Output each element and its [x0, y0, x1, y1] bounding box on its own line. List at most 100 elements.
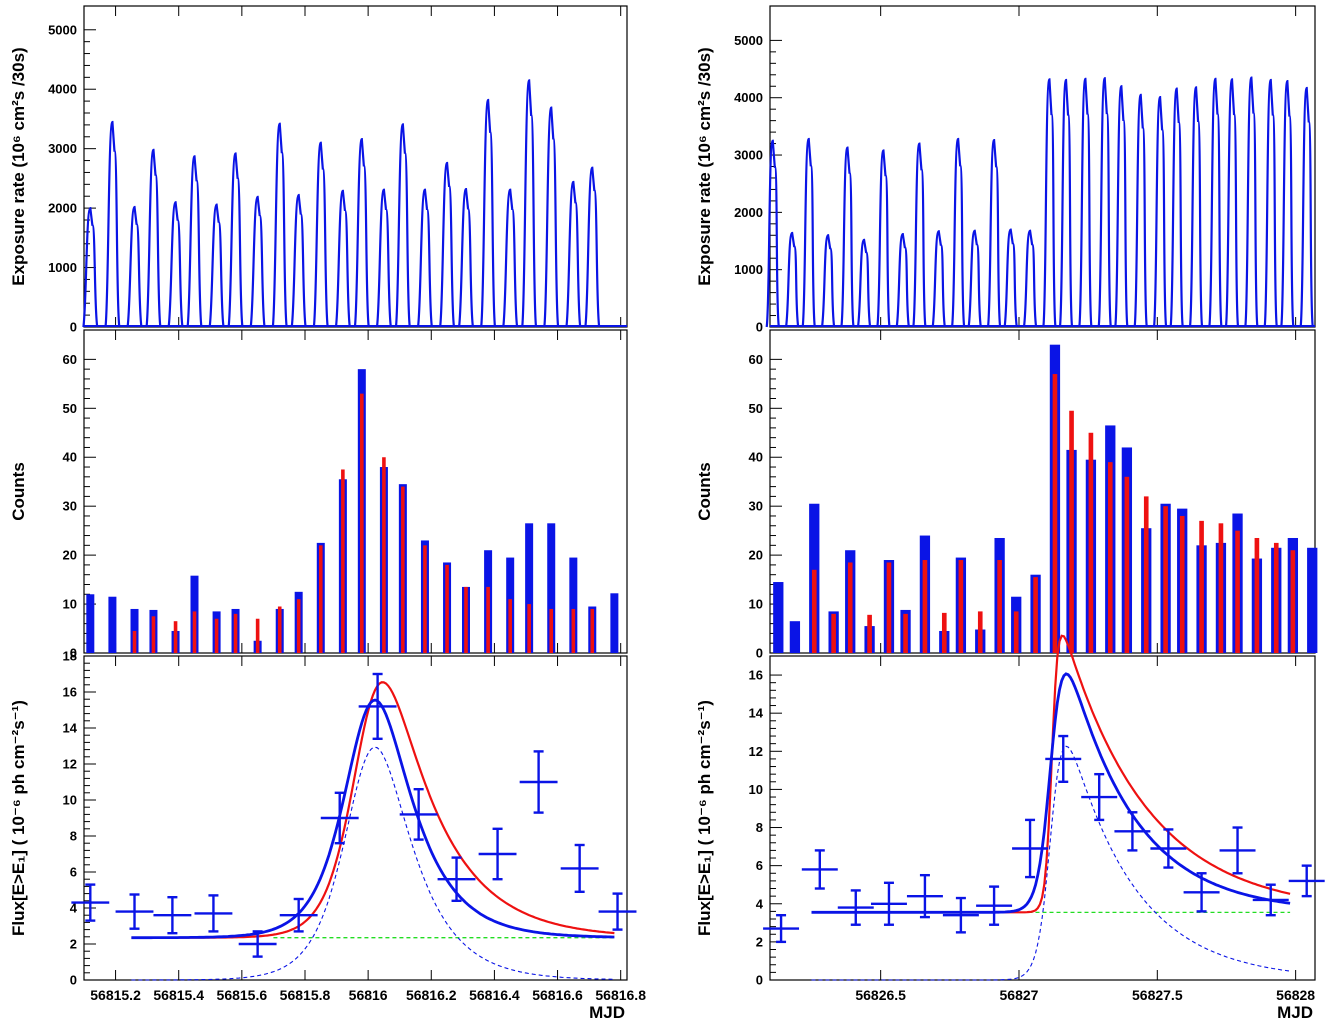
flux-subplot-right: 0 2 4 6 8 10 12 14 16 Flux[E>E₁] ( 10⁻⁶ ph cm⁻²s⁻… — [695, 634, 1325, 988]
exposure-peak — [876, 149, 891, 328]
count-bar-red — [423, 545, 427, 653]
y-tick-label: 0 — [756, 646, 763, 661]
count-bar-red — [233, 613, 238, 653]
x-tick-label: 56828 — [1276, 987, 1315, 1003]
y-tick-label: 18 — [63, 649, 77, 664]
y-tick-label: 0 — [70, 320, 77, 335]
x-tick-label: 56816 — [349, 987, 388, 1003]
x-tick-label: 56826.5 — [855, 987, 906, 1003]
count-bar-red — [508, 599, 512, 653]
x-tick-label: 56816.6 — [532, 987, 583, 1003]
exposure-peak — [502, 188, 519, 328]
y-tick-label: 50 — [749, 401, 763, 416]
y-tick-label: 14 — [63, 721, 78, 736]
exposure-peak — [1188, 86, 1204, 328]
count-bar-red — [1218, 523, 1224, 653]
exposure-peak — [227, 152, 244, 328]
count-bar-red — [382, 457, 386, 653]
exposure-subplot-right: 0 1000 2000 3000 4000 5000 Exposure rate (10⁶ … — [695, 5, 1316, 335]
counts-subplot-right: 0 10 20 30 40 50 60 Counts — [695, 329, 1318, 661]
exposure-peak — [1299, 86, 1314, 328]
y-tick-label: 10 — [749, 782, 763, 797]
count-bar-blue — [1307, 547, 1318, 653]
exposure-peak — [271, 122, 288, 328]
y-tick-label: 2 — [70, 937, 77, 952]
count-bar-red — [958, 560, 964, 653]
y-tick-label: 40 — [749, 450, 763, 465]
count-bar-red — [214, 618, 219, 653]
x-tick-label: 56827.5 — [1132, 987, 1183, 1003]
count-bar-red — [590, 608, 595, 653]
y-axis-label: Flux[E>E₁] ( 10⁻⁶ ph cm⁻²s⁻¹) — [695, 700, 714, 936]
exposure-peak — [950, 137, 966, 328]
y-tick-label: 2 — [756, 934, 763, 949]
exposure-peak — [1208, 77, 1223, 328]
flux-fit-blue — [131, 698, 615, 940]
y-tick-label: 12 — [749, 744, 763, 759]
count-bar-red — [1235, 530, 1240, 653]
exposure-peak — [1042, 78, 1057, 328]
counts-subplot-left: 0 10 20 30 40 50 60 Counts — [9, 329, 628, 661]
exposure-peak — [186, 155, 203, 328]
x-tick-label: 56815.6 — [217, 987, 268, 1003]
y-tick-label: 2000 — [48, 201, 77, 216]
exposure-peak — [416, 188, 433, 328]
exposure-peak — [840, 146, 855, 328]
count-bar-red — [1124, 476, 1130, 653]
exposure-peak — [765, 139, 780, 328]
exposure-peak — [353, 138, 370, 328]
count-bar-red — [903, 613, 908, 653]
exposure-peak — [986, 138, 1002, 328]
count-bar-red — [941, 612, 947, 653]
count-bar-red — [1273, 542, 1279, 653]
x-axis-label: MJD — [1277, 1003, 1313, 1022]
exposure-peak — [1224, 78, 1240, 328]
y-tick-label: 10 — [63, 793, 77, 808]
flux-frame — [769, 655, 1316, 981]
counts-frame — [83, 329, 628, 654]
exposure-peak — [145, 148, 162, 328]
exposure-peak — [82, 206, 99, 328]
exposure-peak — [565, 180, 582, 328]
exposure-peak — [1078, 77, 1093, 328]
count-bar-red — [401, 486, 405, 653]
exposure-peak — [1058, 78, 1074, 328]
x-axis-label: MJD — [589, 1003, 625, 1022]
y-axis-label: Counts — [695, 462, 714, 521]
y-tick-label: 5000 — [734, 33, 763, 48]
exposure-peak — [1022, 229, 1038, 328]
y-tick-label: 0 — [756, 973, 763, 988]
exposure-peak — [856, 238, 872, 328]
count-bar-red — [1088, 432, 1094, 653]
exposure-peak — [375, 188, 392, 328]
exposure-peak — [334, 189, 351, 328]
exposure-peak — [1114, 85, 1129, 328]
count-bar-blue — [610, 593, 619, 653]
y-tick-label: 40 — [63, 450, 77, 465]
count-bar-red — [318, 545, 323, 653]
exposure-peak — [394, 123, 411, 328]
exposure-peak — [912, 142, 927, 328]
exposure-peak — [1003, 228, 1018, 328]
y-tick-label: 30 — [63, 499, 77, 514]
exposure-peak — [249, 195, 266, 328]
y-axis-label: Counts — [9, 462, 28, 521]
count-bar-red — [831, 613, 836, 653]
count-bar-blue — [86, 594, 95, 653]
count-bar-red — [1069, 410, 1074, 653]
y-tick-label: 10 — [749, 597, 763, 612]
exposure-peak — [1152, 95, 1168, 328]
flux-fit-blue — [811, 672, 1291, 914]
count-bar-red — [464, 586, 468, 653]
count-bar-red — [1033, 577, 1038, 653]
exposure-peak — [480, 98, 497, 328]
exposure-peak — [439, 161, 456, 328]
count-bar-red — [360, 393, 364, 653]
count-bar-red — [847, 562, 853, 653]
count-bar-red — [296, 599, 301, 653]
count-bar-red — [571, 608, 576, 653]
count-bar-red — [549, 608, 554, 653]
flux-flare-component — [131, 746, 615, 981]
